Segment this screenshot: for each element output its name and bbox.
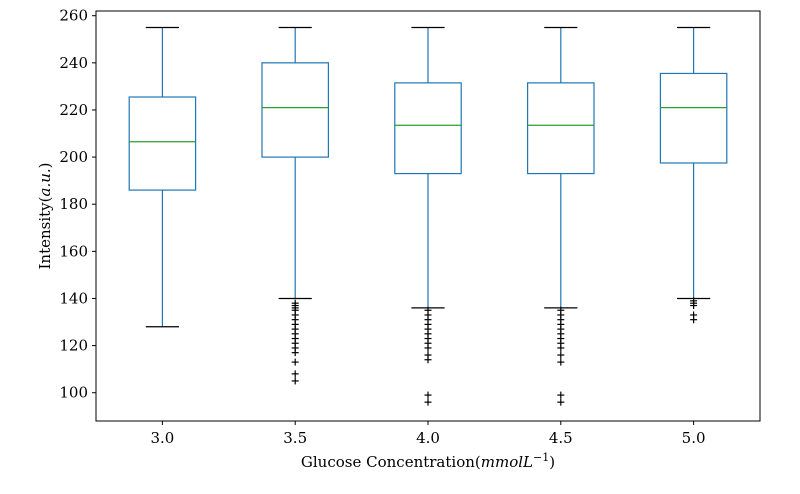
y-axis-ticks: 100 120 140 160 180 200 220 240 260: [59, 7, 96, 402]
outlier-marker: [557, 358, 565, 366]
box-group: [128, 26, 197, 328]
x-axis-ticks: 3.0 3.5 4.0 4.5 5.0: [150, 421, 706, 447]
outlier-marker: [557, 351, 565, 359]
outlier-marker: [291, 349, 299, 357]
outlier-marker: [291, 358, 299, 366]
iqr-box: [526, 82, 595, 175]
y-tick-label: 260: [59, 7, 88, 25]
x-axis-label-unit: mmolL: [481, 453, 533, 471]
iqr-box: [128, 96, 197, 191]
y-tick-label: 160: [59, 242, 88, 260]
outlier-marker: [424, 344, 432, 352]
x-tick-label: 3.5: [283, 429, 307, 447]
y-tick-label: 200: [59, 148, 88, 166]
y-axis-label-unit: a.u.: [36, 168, 54, 196]
x-tick-label: 4.0: [416, 429, 440, 447]
y-tick-label: 240: [59, 54, 88, 72]
iqr-box: [261, 62, 330, 158]
y-tick-label: 100: [59, 384, 88, 402]
outlier-marker: [557, 398, 565, 406]
box-group: [261, 26, 330, 385]
iqr-box: [394, 82, 462, 175]
y-tick-label: 140: [59, 289, 88, 307]
y-tick-label: 180: [59, 195, 88, 213]
x-tick-label: 5.0: [682, 429, 706, 447]
y-axis-label-text: Intensity: [36, 202, 54, 270]
outlier-marker: [291, 377, 299, 385]
outlier-marker: [424, 356, 432, 364]
box-group: [526, 26, 595, 406]
x-tick-label: 3.0: [150, 429, 174, 447]
y-tick-label: 120: [59, 337, 88, 355]
outlier-marker: [424, 398, 432, 406]
y-axis-label: Intensity(a.u.): [36, 162, 54, 269]
box-group: [394, 26, 462, 406]
outlier-marker: [424, 391, 432, 399]
outlier-marker: [557, 391, 565, 399]
y-tick-label: 220: [59, 101, 88, 119]
outlier-marker: [690, 316, 698, 324]
x-axis-label-exponent: −1: [533, 451, 549, 464]
iqr-box: [659, 72, 728, 164]
outlier-marker: [557, 344, 565, 352]
x-tick-label: 4.5: [549, 429, 573, 447]
boxes-layer: [128, 26, 728, 406]
outlier-marker: [690, 302, 698, 310]
x-axis-label: Glucose Concentration(mmolL−1): [301, 451, 555, 471]
box-group: [659, 26, 728, 324]
outlier-marker: [291, 370, 299, 378]
x-axis-label-text: Glucose Concentration: [301, 453, 475, 471]
